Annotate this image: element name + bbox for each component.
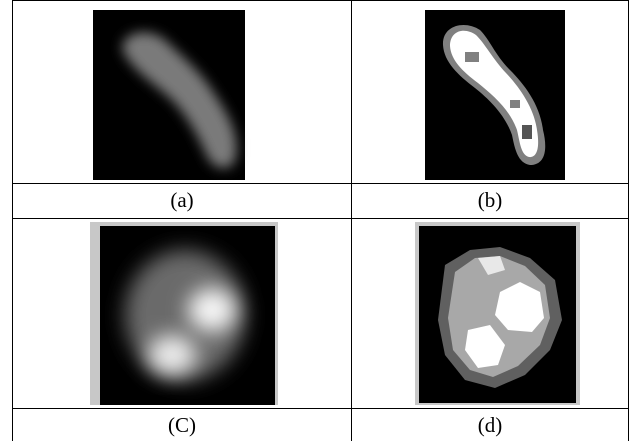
figure-table: (a) (b) (C) (d)	[0, 0, 641, 441]
page: (a) (b) (C) (d) (() => { const data = JS…	[0, 0, 641, 441]
caption: (d)	[478, 413, 503, 437]
caption: (a)	[170, 188, 193, 212]
cell-region	[522, 125, 532, 139]
image-c	[90, 222, 278, 405]
image-b	[425, 10, 565, 180]
cell-region	[465, 52, 479, 62]
image-d	[415, 222, 580, 405]
cell-nucleus	[148, 335, 196, 375]
cell-nucleus	[188, 288, 236, 332]
caption: (C)	[168, 413, 196, 437]
caption: (b)	[478, 188, 503, 212]
cell-region	[510, 100, 520, 108]
image-a	[93, 10, 245, 180]
